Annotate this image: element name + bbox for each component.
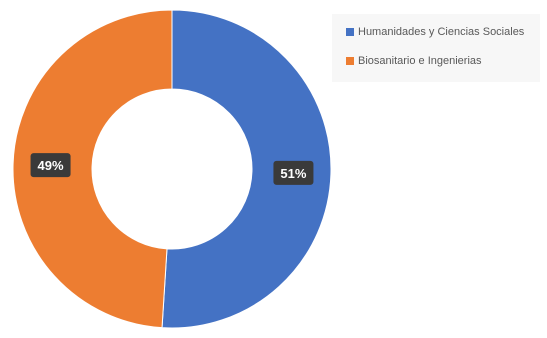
legend-item-humanidades: Humanidades y Ciencias Sociales — [346, 24, 534, 41]
legend-swatch-humanidades — [346, 28, 354, 36]
slice-biosanitario — [12, 9, 173, 329]
slice-humanidades — [161, 9, 332, 329]
legend-label-biosanitario: Biosanitario e Ingenierias — [358, 55, 482, 67]
legend-label-humanidades: Humanidades y Ciencias Sociales — [358, 26, 525, 38]
data-label-humanidades: 51% — [273, 160, 314, 185]
legend-swatch-biosanitario — [346, 57, 354, 65]
chart-legend: Humanidades y Ciencias Sociales Biosanit… — [332, 14, 540, 82]
svg-text:49%: 49% — [38, 158, 64, 173]
svg-text:51%: 51% — [280, 166, 306, 181]
data-label-biosanitario: 49% — [30, 153, 71, 178]
legend-item-biosanitario: Biosanitario e Ingenierias — [346, 53, 534, 70]
